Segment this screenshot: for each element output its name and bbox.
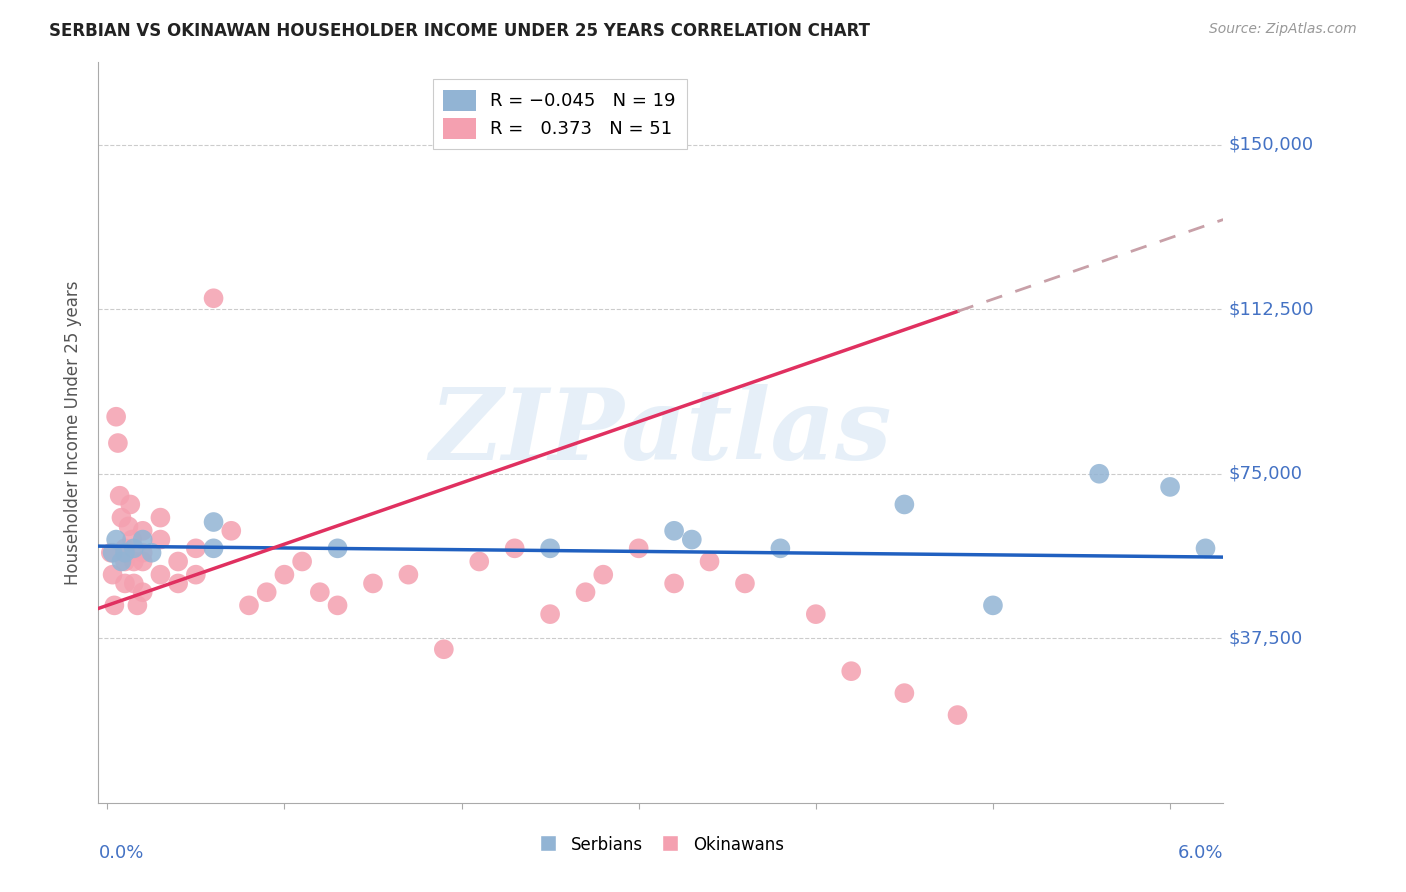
Point: [110, 510, 132, 524]
Point: [1159, 480, 1181, 494]
Point: [1194, 541, 1216, 556]
Point: [127, 599, 149, 613]
Point: [110, 554, 132, 568]
Text: Source: ZipAtlas.com: Source: ZipAtlas.com: [1209, 22, 1357, 37]
Point: [503, 541, 526, 556]
Point: [131, 524, 153, 538]
Point: [131, 554, 153, 568]
Point: [121, 533, 143, 547]
Point: [699, 554, 721, 568]
Point: [202, 291, 225, 305]
Point: [396, 567, 419, 582]
Point: [101, 567, 124, 582]
Point: [107, 436, 129, 450]
Point: [538, 541, 561, 556]
Point: [105, 409, 128, 424]
Point: [361, 576, 384, 591]
Point: [114, 546, 136, 560]
Point: [256, 585, 278, 599]
Point: [131, 533, 153, 547]
Point: [291, 554, 314, 568]
Text: $112,500: $112,500: [1229, 301, 1315, 318]
Point: [308, 585, 330, 599]
Point: [167, 576, 190, 591]
Text: ZIPatlas: ZIPatlas: [430, 384, 891, 481]
Point: [167, 554, 190, 568]
Point: [114, 541, 136, 556]
Point: [122, 576, 145, 591]
Point: [769, 541, 792, 556]
Point: [149, 567, 172, 582]
Point: [574, 585, 596, 599]
Legend: Serbians, Okinawans: Serbians, Okinawans: [531, 830, 790, 861]
Point: [122, 541, 145, 556]
Point: [273, 567, 295, 582]
Text: $150,000: $150,000: [1229, 136, 1315, 153]
Point: [893, 686, 915, 700]
Point: [893, 498, 915, 512]
Point: [662, 576, 685, 591]
Point: [468, 554, 491, 568]
Text: SERBIAN VS OKINAWAN HOUSEHOLDER INCOME UNDER 25 YEARS CORRELATION CHART: SERBIAN VS OKINAWAN HOUSEHOLDER INCOME U…: [49, 22, 870, 40]
Point: [184, 567, 207, 582]
Point: [804, 607, 827, 622]
Point: [202, 541, 225, 556]
Point: [538, 607, 561, 622]
Text: $37,500: $37,500: [1229, 629, 1303, 648]
Point: [131, 546, 153, 560]
Point: [627, 541, 650, 556]
Point: [105, 533, 128, 547]
Point: [108, 489, 131, 503]
Text: 6.0%: 6.0%: [1178, 844, 1223, 862]
Point: [433, 642, 456, 657]
Point: [149, 533, 172, 547]
Point: [120, 498, 142, 512]
Point: [122, 554, 145, 568]
Point: [149, 510, 172, 524]
Point: [202, 515, 225, 529]
Point: [131, 585, 153, 599]
Point: [114, 576, 136, 591]
Point: [981, 599, 1004, 613]
Point: [114, 554, 136, 568]
Point: [681, 533, 703, 547]
Point: [734, 576, 756, 591]
Point: [117, 519, 139, 533]
Point: [326, 599, 349, 613]
Text: $75,000: $75,000: [1229, 465, 1303, 483]
Point: [662, 524, 685, 538]
Point: [184, 541, 207, 556]
Point: [839, 664, 862, 678]
Point: [100, 546, 122, 560]
Point: [946, 708, 969, 723]
Point: [101, 546, 124, 560]
Point: [326, 541, 349, 556]
Point: [219, 524, 242, 538]
Point: [592, 567, 614, 582]
Point: [141, 546, 163, 560]
Point: [1088, 467, 1111, 481]
Point: [238, 599, 260, 613]
Y-axis label: Householder Income Under 25 years: Householder Income Under 25 years: [65, 280, 83, 585]
Point: [103, 599, 125, 613]
Text: 0.0%: 0.0%: [98, 844, 143, 862]
